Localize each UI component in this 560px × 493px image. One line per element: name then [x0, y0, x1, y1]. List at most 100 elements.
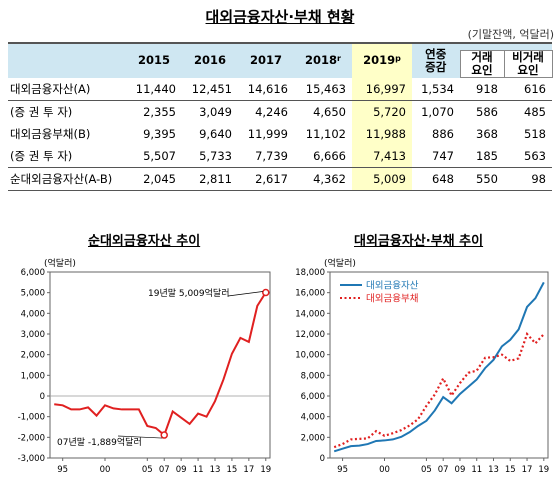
nontrade-cell: 563	[504, 145, 552, 168]
x-tick-label: 19	[538, 465, 549, 475]
page-title: 대외금융자산·부채 현황	[205, 8, 355, 26]
row-label: (증 권 투 자)	[10, 105, 73, 119]
trade-cell: 918	[460, 77, 504, 101]
net-assets-line	[54, 291, 267, 437]
y-unit-label: (억달러)	[324, 257, 356, 269]
table-cell: 2,617	[238, 167, 294, 191]
table-row: 대외금융자산(A) 11,440 12,451 14,616 15,463 16,997 1…	[8, 77, 552, 101]
y-tick-label: 2,000	[301, 433, 325, 443]
y-unit-label: (억달러)	[44, 257, 76, 269]
x-tick-label: 07	[159, 465, 170, 475]
y-tick-label: 2,000	[21, 351, 45, 361]
plot-frame	[329, 271, 549, 459]
change-cell: 648	[412, 167, 460, 191]
trade-cell: 185	[460, 145, 504, 168]
y-tick-label: 4,000	[21, 309, 45, 319]
right-chart-title: 대외금융자산·부채 추이	[354, 234, 484, 249]
change-cell: 747	[412, 145, 460, 168]
y-tick-label: 8,000	[301, 371, 325, 381]
table-cell: 14,616	[238, 77, 294, 101]
table-cell: 4,362	[294, 167, 352, 191]
table-cell: 15,463	[294, 77, 352, 101]
row-label: 순대외금융자산(A-B)	[8, 167, 126, 191]
x-tick-label: 19	[260, 465, 271, 475]
table-cell: 7,413	[352, 145, 412, 168]
table-row: (증 권 투 자) 2,355 3,049 4,246 4,650 5,720 1,070 5…	[8, 100, 552, 123]
trade-cell: 586	[476, 105, 498, 119]
x-tick-label: 07	[438, 465, 449, 475]
y-tick-label: 18,000	[295, 268, 325, 278]
header-year: 2015	[126, 42, 182, 78]
row-label: 대외금융부채(B)	[10, 127, 91, 141]
nontrade-cell: 98	[504, 167, 552, 191]
header-year: 2017	[238, 42, 294, 78]
header-year: 2016	[182, 42, 238, 78]
legend-label: 대외금융자산	[366, 280, 419, 292]
annotation-2007: 07년말 -1,889억달러	[57, 436, 142, 448]
x-tick-label: 15	[227, 465, 238, 475]
table-cell: 9,640	[199, 127, 232, 141]
y-tick-label: 1,000	[21, 371, 45, 381]
header-trade: 거래 요인	[459, 50, 505, 78]
plot-frame	[49, 271, 271, 459]
header-change: 연중 증감	[412, 42, 460, 78]
table-cell: 2,355	[143, 105, 176, 119]
trade-cell: 550	[460, 167, 504, 191]
y-tick-label: 14,000	[295, 309, 325, 319]
table-cell: 2,811	[182, 167, 238, 191]
x-tick-label: 95	[57, 465, 68, 475]
liabilities-line	[333, 331, 545, 449]
table-cell: 3,049	[199, 105, 232, 119]
x-tick-label: 11	[471, 465, 482, 475]
table-cell: 4,246	[255, 105, 288, 119]
x-tick-label: 09	[455, 465, 466, 475]
table-cell: 2,045	[126, 167, 182, 191]
table-row: 순대외금융자산(A-B) 2,045 2,811 2,617 4,362 5,009 648…	[8, 167, 552, 191]
net-assets-chart: (억달러)6,000 5,000 4,000 3,000 2,000 1,000 0 -1,0…	[18, 257, 272, 475]
y-tick-label: 4,000	[301, 413, 325, 423]
row-label: (증 권 투 자)	[8, 145, 126, 168]
x-tick-label: 13	[210, 465, 221, 475]
change-cell: 886	[432, 127, 454, 141]
x-tick-label: 00	[379, 465, 390, 475]
y-tick-label: 0	[40, 392, 45, 402]
table-cell: 16,997	[352, 77, 412, 101]
y-tick-label: 0	[320, 454, 325, 464]
table-cell: 11,102	[305, 127, 346, 141]
x-tick-label: 15	[505, 465, 516, 475]
change-cell: 1,070	[421, 105, 454, 119]
nontrade-cell: 518	[524, 127, 546, 141]
table-cell: 6,666	[294, 145, 352, 168]
table-cell: 5,733	[182, 145, 238, 168]
table-cell: 5,720	[352, 100, 412, 123]
y-tick-label: 3,000	[21, 330, 45, 340]
table-cell: 5,507	[126, 145, 182, 168]
x-tick-label: 17	[243, 465, 254, 475]
table-cell: 5,009	[352, 167, 412, 191]
y-tick-label: 6,000	[21, 268, 45, 278]
y-tick-label: 5,000	[21, 289, 45, 299]
y-tick-label: -2,000	[18, 433, 45, 443]
assets-line	[333, 281, 545, 453]
row-label: 대외금융자산(A)	[8, 77, 126, 101]
x-tick-label: 05	[421, 465, 432, 475]
table-cell: 11,988	[352, 123, 412, 145]
table-cell: 4,650	[313, 105, 346, 119]
y-tick-label: 10,000	[295, 351, 325, 361]
unit-note: (기말잔액, 억달러)	[467, 28, 554, 41]
y-tick-label: 12,000	[295, 330, 325, 340]
point-2007	[160, 431, 168, 439]
annotation-2019: 19년말 5,009억달러	[148, 287, 229, 299]
y-tick-label: -1,000	[18, 413, 45, 423]
table-cell: 12,451	[182, 77, 238, 101]
y-tick-label: -3,000	[18, 454, 45, 464]
header-blank	[8, 42, 126, 78]
header-year: 2018r	[294, 42, 352, 78]
table-row: (증 권 투 자) 5,507 5,733 7,739 6,666 7,413 747 185…	[8, 145, 552, 168]
x-tick-label: 00	[100, 465, 111, 475]
table-cell: 11,999	[247, 127, 288, 141]
x-tick-label: 11	[193, 465, 204, 475]
point-2019	[262, 288, 270, 297]
asset-liability-table: 2015 2016 2017 2018r 2019p 연중 증감 거래 요인 비…	[8, 42, 553, 191]
x-tick-label: 95	[337, 465, 348, 475]
